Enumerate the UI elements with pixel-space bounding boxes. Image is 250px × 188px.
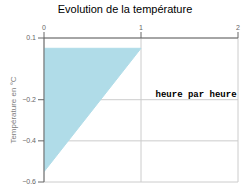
svg-text:2: 2: [236, 24, 240, 31]
svg-text:−0.2: −0.2: [22, 96, 36, 103]
html-text:Evolution de la température: Evolution de la température: [57, 3, 193, 15]
svg-text:Température en °C: Température en °C: [9, 76, 18, 143]
svg-text:−0.4: −0.4: [22, 137, 36, 144]
svg-text:1: 1: [139, 24, 143, 31]
svg-text:heure par heure: heure par heure: [156, 90, 237, 100]
svg-text:−0.6: −0.6: [22, 178, 36, 185]
svg-text:0: 0: [42, 24, 46, 31]
svg-text:0.1: 0.1: [26, 34, 36, 41]
